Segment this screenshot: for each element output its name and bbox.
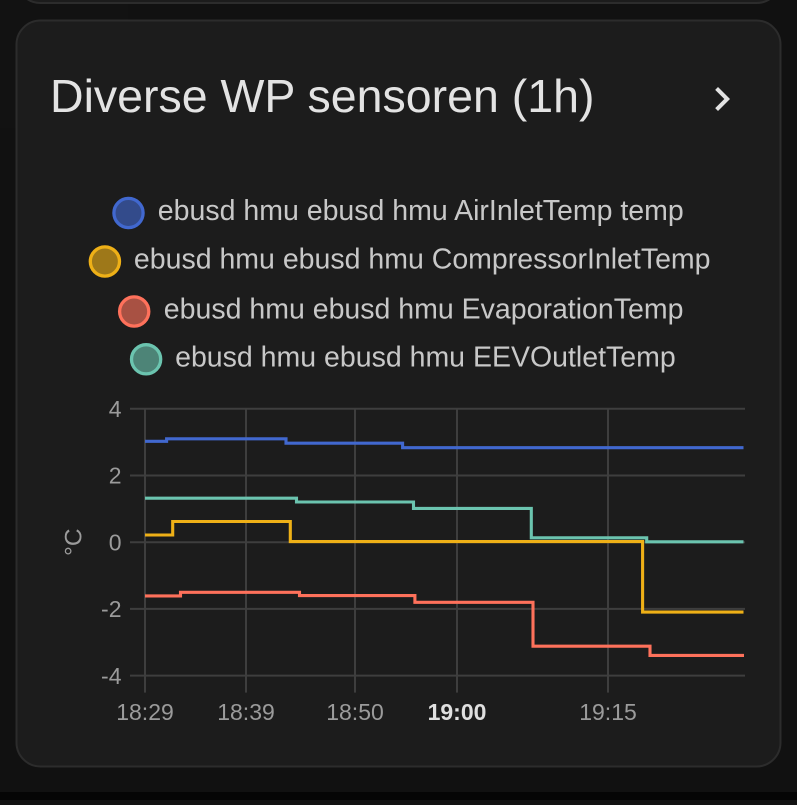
svg-text:18:50: 18:50	[326, 699, 384, 725]
svg-text:2: 2	[109, 463, 122, 489]
svg-text:ebusd hmu ebusd hmu Compressor: ebusd hmu ebusd hmu CompressorInletTemp	[134, 244, 711, 276]
svg-text:18:39: 18:39	[217, 699, 275, 725]
svg-text:18:29: 18:29	[116, 699, 174, 725]
svg-text:ebusd hmu ebusd hmu EEVOutletT: ebusd hmu ebusd hmu EEVOutletTemp	[175, 341, 676, 373]
svg-text:ebusd hmu ebusd hmu AirInletTe: ebusd hmu ebusd hmu AirInletTemp temp	[158, 195, 684, 227]
svg-text:ebusd hmu ebusd hmu Evaporatio: ebusd hmu ebusd hmu EvaporationTemp	[164, 294, 684, 326]
svg-text:Diverse WP sensoren (1h): Diverse WP sensoren (1h)	[50, 70, 594, 122]
svg-text:0: 0	[109, 529, 122, 555]
svg-text:19:00: 19:00	[428, 699, 487, 725]
svg-text:°C: °C	[61, 528, 88, 556]
svg-text:-2: -2	[101, 596, 121, 622]
svg-text:4: 4	[109, 396, 122, 422]
svg-text:-4: -4	[101, 663, 122, 689]
svg-text:19:15: 19:15	[579, 699, 637, 725]
